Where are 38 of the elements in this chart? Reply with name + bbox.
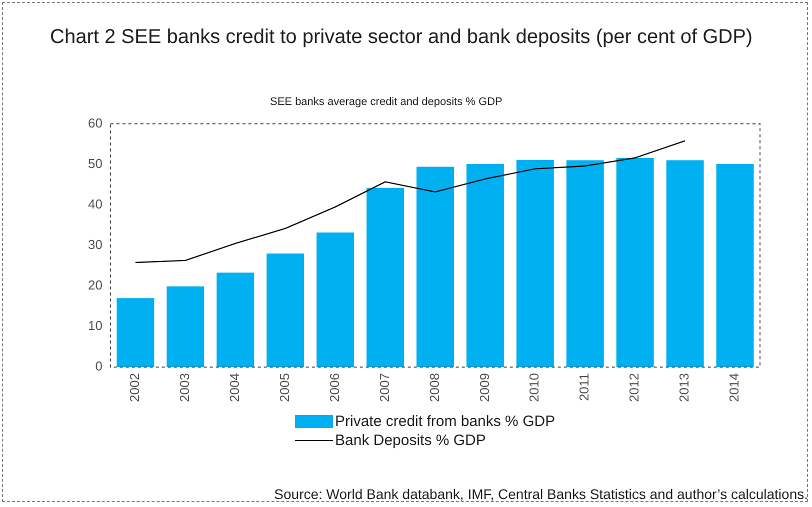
bar xyxy=(416,166,454,368)
x-tick-label: 2012 xyxy=(626,373,642,402)
y-tick-label: 10 xyxy=(88,318,102,334)
x-tick-label: 2005 xyxy=(276,373,292,402)
bar xyxy=(366,188,404,368)
x-tick-label: 2007 xyxy=(376,373,392,402)
bar xyxy=(566,160,604,368)
y-tick-label: 20 xyxy=(88,278,102,293)
y-tick-label: 0 xyxy=(95,358,102,374)
chart-title: Chart 2 SEE banks credit to private sector and bank deposits (per cent of GDP) xyxy=(50,26,753,49)
bar xyxy=(466,164,504,368)
bar xyxy=(666,160,704,368)
x-tick-label: 2004 xyxy=(226,373,242,402)
y-tick-label: 50 xyxy=(88,156,102,171)
x-tick-label: 2009 xyxy=(476,373,492,402)
legend-label: Private credit from banks % GDP xyxy=(335,413,556,430)
bar xyxy=(166,286,204,368)
x-tick-label: 2006 xyxy=(326,373,342,402)
x-tick-label: 2003 xyxy=(176,373,192,402)
bar xyxy=(716,164,754,368)
x-tick-label: 2013 xyxy=(676,373,692,402)
y-tick-label: 30 xyxy=(88,237,102,252)
bar xyxy=(216,272,254,368)
x-tick-label: 2011 xyxy=(576,373,592,402)
bar xyxy=(116,298,154,368)
source-note: Source: World Bank databank, IMF, Central Banks Statistics and author’s calculations. xyxy=(274,486,808,502)
y-tick-label: 60 xyxy=(88,115,102,130)
legend-label: Bank Deposits % GDP xyxy=(335,432,486,449)
x-tick-label: 2002 xyxy=(127,373,142,402)
bar xyxy=(516,160,554,368)
x-tick-label: 2014 xyxy=(726,373,742,402)
x-tick-label: 2010 xyxy=(526,373,542,402)
bar xyxy=(316,232,354,368)
bar xyxy=(266,254,304,368)
bar xyxy=(616,158,654,368)
chart-subtitle: SEE banks average credit and deposits % GDP xyxy=(270,96,502,108)
x-tick-label: 2008 xyxy=(426,373,442,402)
y-tick-label: 40 xyxy=(88,196,102,212)
